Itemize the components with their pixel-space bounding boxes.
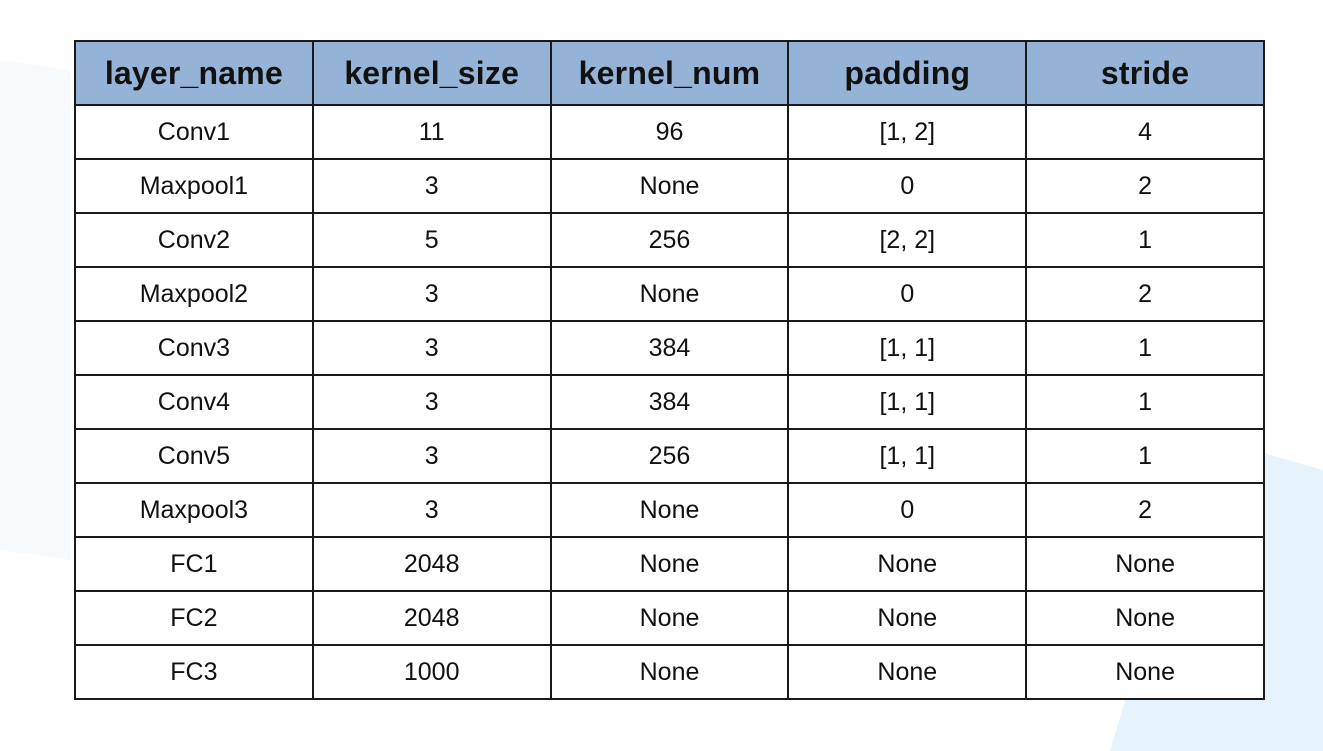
table-row: Conv5 3 256 [1, 1] 1	[74, 428, 1265, 484]
cell-stride: 1	[1025, 374, 1265, 430]
column-header-layer-name: layer_name	[74, 40, 314, 106]
cell-stride: 4	[1025, 104, 1265, 160]
cell-kernel-num: None	[549, 266, 790, 322]
table-row: FC2 2048 None None None	[74, 590, 1265, 646]
cell-kernel-size: 2048	[311, 590, 552, 646]
cell-kernel-size: 2048	[311, 536, 552, 592]
cell-padding: [2, 2]	[787, 212, 1028, 268]
cell-kernel-num: 96	[549, 104, 790, 160]
cell-layer-name: Conv1	[74, 104, 314, 160]
table-row: Conv3 3 384 [1, 1] 1	[74, 320, 1265, 376]
cell-layer-name: Conv3	[74, 320, 314, 376]
cell-stride: 2	[1025, 266, 1265, 322]
cell-layer-name: Conv2	[74, 212, 314, 268]
cell-layer-name: Maxpool3	[74, 482, 314, 538]
table-row: Maxpool3 3 None 0 2	[74, 482, 1265, 538]
cell-layer-name: Maxpool1	[74, 158, 314, 214]
cell-stride: 1	[1025, 320, 1265, 376]
cell-padding: 0	[787, 482, 1028, 538]
column-header-kernel-num: kernel_num	[549, 40, 790, 106]
cell-kernel-size: 3	[311, 482, 552, 538]
cell-kernel-size: 5	[311, 212, 552, 268]
table-header-row: layer_name kernel_size kernel_num paddin…	[74, 40, 1265, 106]
cell-padding: [1, 1]	[787, 374, 1028, 430]
cell-stride: 1	[1025, 212, 1265, 268]
cell-kernel-num: None	[549, 482, 790, 538]
cell-stride: 2	[1025, 158, 1265, 214]
cell-kernel-size: 3	[311, 428, 552, 484]
cell-kernel-num: 384	[549, 374, 790, 430]
background-left-shape	[0, 60, 70, 560]
table-row: Maxpool1 3 None 0 2	[74, 158, 1265, 214]
cell-kernel-size: 1000	[311, 644, 552, 700]
cell-kernel-size: 3	[311, 374, 552, 430]
cell-kernel-size: 3	[311, 320, 552, 376]
cell-layer-name: Maxpool2	[74, 266, 314, 322]
column-header-kernel-size: kernel_size	[311, 40, 552, 106]
cell-stride: None	[1025, 536, 1265, 592]
cell-kernel-num: None	[549, 158, 790, 214]
cell-kernel-num: None	[549, 644, 790, 700]
cell-stride: 2	[1025, 482, 1265, 538]
cell-padding: None	[787, 644, 1028, 700]
cell-padding: 0	[787, 158, 1028, 214]
column-header-padding: padding	[787, 40, 1028, 106]
cell-layer-name: FC1	[74, 536, 314, 592]
cell-layer-name: Conv5	[74, 428, 314, 484]
table-row: FC1 2048 None None None	[74, 536, 1265, 592]
cell-stride: 1	[1025, 428, 1265, 484]
cell-padding: [1, 2]	[787, 104, 1028, 160]
cell-padding: 0	[787, 266, 1028, 322]
table-row: Maxpool2 3 None 0 2	[74, 266, 1265, 322]
table-row: Conv2 5 256 [2, 2] 1	[74, 212, 1265, 268]
cell-kernel-size: 3	[311, 266, 552, 322]
cell-stride: None	[1025, 590, 1265, 646]
layer-table: layer_name kernel_size kernel_num paddin…	[74, 40, 1265, 700]
cell-kernel-num: 256	[549, 428, 790, 484]
cell-padding: [1, 1]	[787, 428, 1028, 484]
layer-table-container: layer_name kernel_size kernel_num paddin…	[74, 40, 1265, 700]
cell-layer-name: FC3	[74, 644, 314, 700]
table-row: Conv1 11 96 [1, 2] 4	[74, 104, 1265, 160]
cell-layer-name: Conv4	[74, 374, 314, 430]
cell-padding: None	[787, 536, 1028, 592]
cell-layer-name: FC2	[74, 590, 314, 646]
table-row: FC3 1000 None None None	[74, 644, 1265, 700]
cell-kernel-size: 3	[311, 158, 552, 214]
cell-kernel-num: None	[549, 590, 790, 646]
cell-kernel-num: 256	[549, 212, 790, 268]
cell-kernel-num: 384	[549, 320, 790, 376]
cell-kernel-num: None	[549, 536, 790, 592]
cell-stride: None	[1025, 644, 1265, 700]
cell-padding: None	[787, 590, 1028, 646]
cell-kernel-size: 11	[311, 104, 552, 160]
table-row: Conv4 3 384 [1, 1] 1	[74, 374, 1265, 430]
cell-padding: [1, 1]	[787, 320, 1028, 376]
column-header-stride: stride	[1025, 40, 1265, 106]
